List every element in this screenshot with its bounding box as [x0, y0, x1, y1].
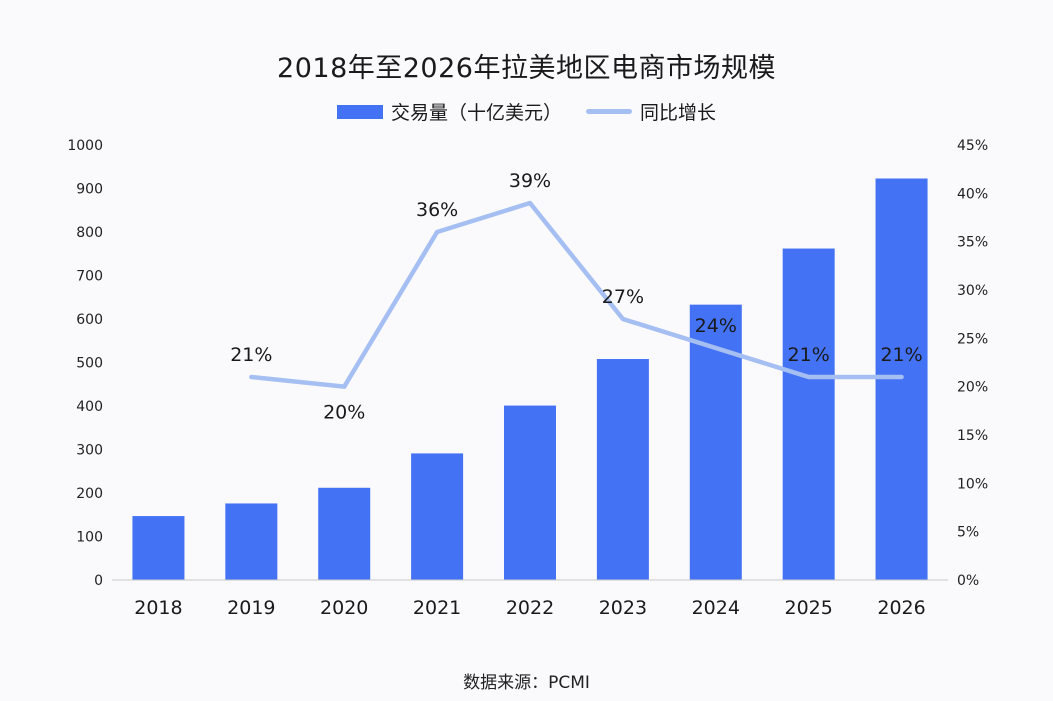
x-tick-label: 2021 [413, 597, 461, 619]
x-tick-label: 2024 [692, 597, 740, 619]
y-right-tick-label: 40% [957, 186, 988, 202]
x-tick-label: 2023 [599, 597, 647, 619]
y-left-tick-label: 700 [76, 269, 103, 285]
bar-2020 [318, 487, 371, 580]
growth-line [249, 200, 904, 389]
legend-item-growth: 同比增长 [586, 98, 716, 125]
source-note: 数据来源：PCMI [463, 673, 590, 693]
y-right-tick-label: 5% [957, 525, 979, 541]
x-tick-label: 2022 [506, 597, 554, 619]
y-left-tick-label: 200 [76, 486, 103, 502]
chart-title: 2018年至2026年拉美地区电商市场规模 [277, 53, 776, 84]
y-right-tick-label: 0% [957, 573, 979, 589]
growth-data-label: 36% [416, 199, 458, 221]
x-tick-label: 2018 [134, 597, 182, 619]
bar-2022 [503, 405, 557, 580]
y-right-tick-label: 45% [957, 138, 988, 154]
x-tick-label: 2025 [784, 597, 832, 619]
y-left-tick-label: 500 [76, 356, 103, 372]
y-left-tick-label: 0 [94, 573, 103, 589]
y-left-tick-label: 400 [76, 399, 103, 415]
y-left-tick-label: 1000 [67, 138, 103, 154]
x-tick-label: 2019 [227, 597, 275, 619]
y-right-tick-label: 20% [957, 380, 988, 396]
growth-data-label: 39% [509, 170, 551, 192]
x-tick-label: 2026 [877, 597, 925, 619]
legend: 交易量（十亿美元） 同比增长 [0, 98, 1053, 125]
y-left-tick-label: 800 [76, 225, 103, 241]
y-right-tick-label: 15% [957, 428, 988, 444]
growth-data-label: 24% [695, 315, 737, 337]
bar-2023 [596, 359, 649, 580]
bar-2025 [782, 248, 835, 580]
legend-item-volume: 交易量（十亿美元） [336, 98, 562, 125]
x-tick-label: 2020 [320, 597, 368, 619]
y-left-tick-label: 100 [76, 530, 103, 546]
bar-2019 [225, 503, 278, 580]
y-left-tick-label: 300 [76, 443, 103, 459]
y-right-tick-label: 10% [957, 476, 988, 492]
legend-swatch-line [586, 109, 632, 114]
bar-2024 [689, 304, 742, 580]
legend-label-volume: 交易量（十亿美元） [390, 102, 562, 124]
growth-data-label: 20% [323, 402, 365, 424]
bar-2021 [411, 453, 464, 580]
y-left-tick-label: 600 [76, 312, 103, 328]
y-right-tick-label: 35% [957, 235, 988, 251]
y-left-tick-label: 900 [76, 182, 103, 198]
growth-data-label: 21% [880, 344, 922, 366]
growth-data-label: 21% [788, 344, 830, 366]
growth-data-label: 21% [230, 344, 272, 366]
legend-label-growth: 同比增长 [640, 102, 717, 124]
y-right-tick-label: 25% [957, 331, 988, 347]
y-right-tick-label: 30% [957, 283, 988, 299]
bar-2018 [132, 516, 185, 580]
legend-swatch-bar [336, 104, 383, 119]
growth-data-label: 27% [602, 286, 644, 308]
